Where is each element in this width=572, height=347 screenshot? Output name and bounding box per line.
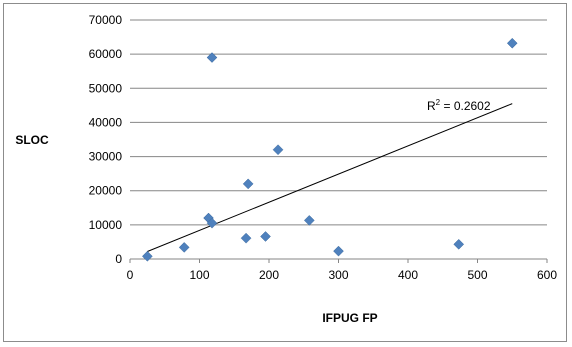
data-point-12 [453,238,465,250]
data-point-5 [206,52,218,63]
y-tick-30000: 30000 [89,150,123,164]
r-squared-superscript: 2 [436,98,441,107]
x-axis-title: IFPUG FP [322,311,377,325]
x-tick-200: 200 [259,268,279,282]
y-tick-60000: 60000 [89,47,123,61]
x-tick-500: 500 [467,268,487,282]
x-tick-600: 600 [537,268,557,282]
y-tick-labels: 0 10000 20000 30000 40000 50000 60000 70000 [89,13,123,266]
data-point-6 [240,232,252,244]
data-point-7 [242,178,254,190]
r-squared-value: 0.2602 [454,99,491,113]
y-axis-title: SLOC [15,133,49,147]
scatter-chart: 0 10000 20000 30000 40000 50000 60000 70000 0 10… [15,13,557,325]
data-point-1 [142,250,153,262]
data-point-9 [272,144,284,156]
x-tick-labels: 0 100 200 300 400 500 600 [127,259,557,282]
gridlines [130,19,547,226]
x-tick-300: 300 [328,268,348,282]
trendline-group [147,103,513,252]
y-tick-70000: 70000 [89,13,123,27]
y-tick-0: 0 [115,252,122,266]
data-point-8 [260,231,271,242]
x-tick-0: 0 [127,268,134,282]
data-point-4 [206,217,218,229]
data-point-11 [333,245,344,257]
y-tick-10000: 10000 [89,218,123,232]
data-point-2 [178,242,190,253]
x-tick-100: 100 [189,268,209,282]
trendline [147,103,513,252]
x-tick-400: 400 [398,268,418,282]
y-tick-20000: 20000 [89,184,123,198]
r-squared-label: R2 = 0.2602 [427,98,491,113]
data-points [142,37,518,262]
y-tick-40000: 40000 [89,115,123,129]
data-point-13 [506,37,518,49]
data-point-10 [303,215,315,226]
chart-frame: 0 10000 20000 30000 40000 50000 60000 70000 0 10… [3,3,567,342]
y-tick-50000: 50000 [89,81,123,95]
